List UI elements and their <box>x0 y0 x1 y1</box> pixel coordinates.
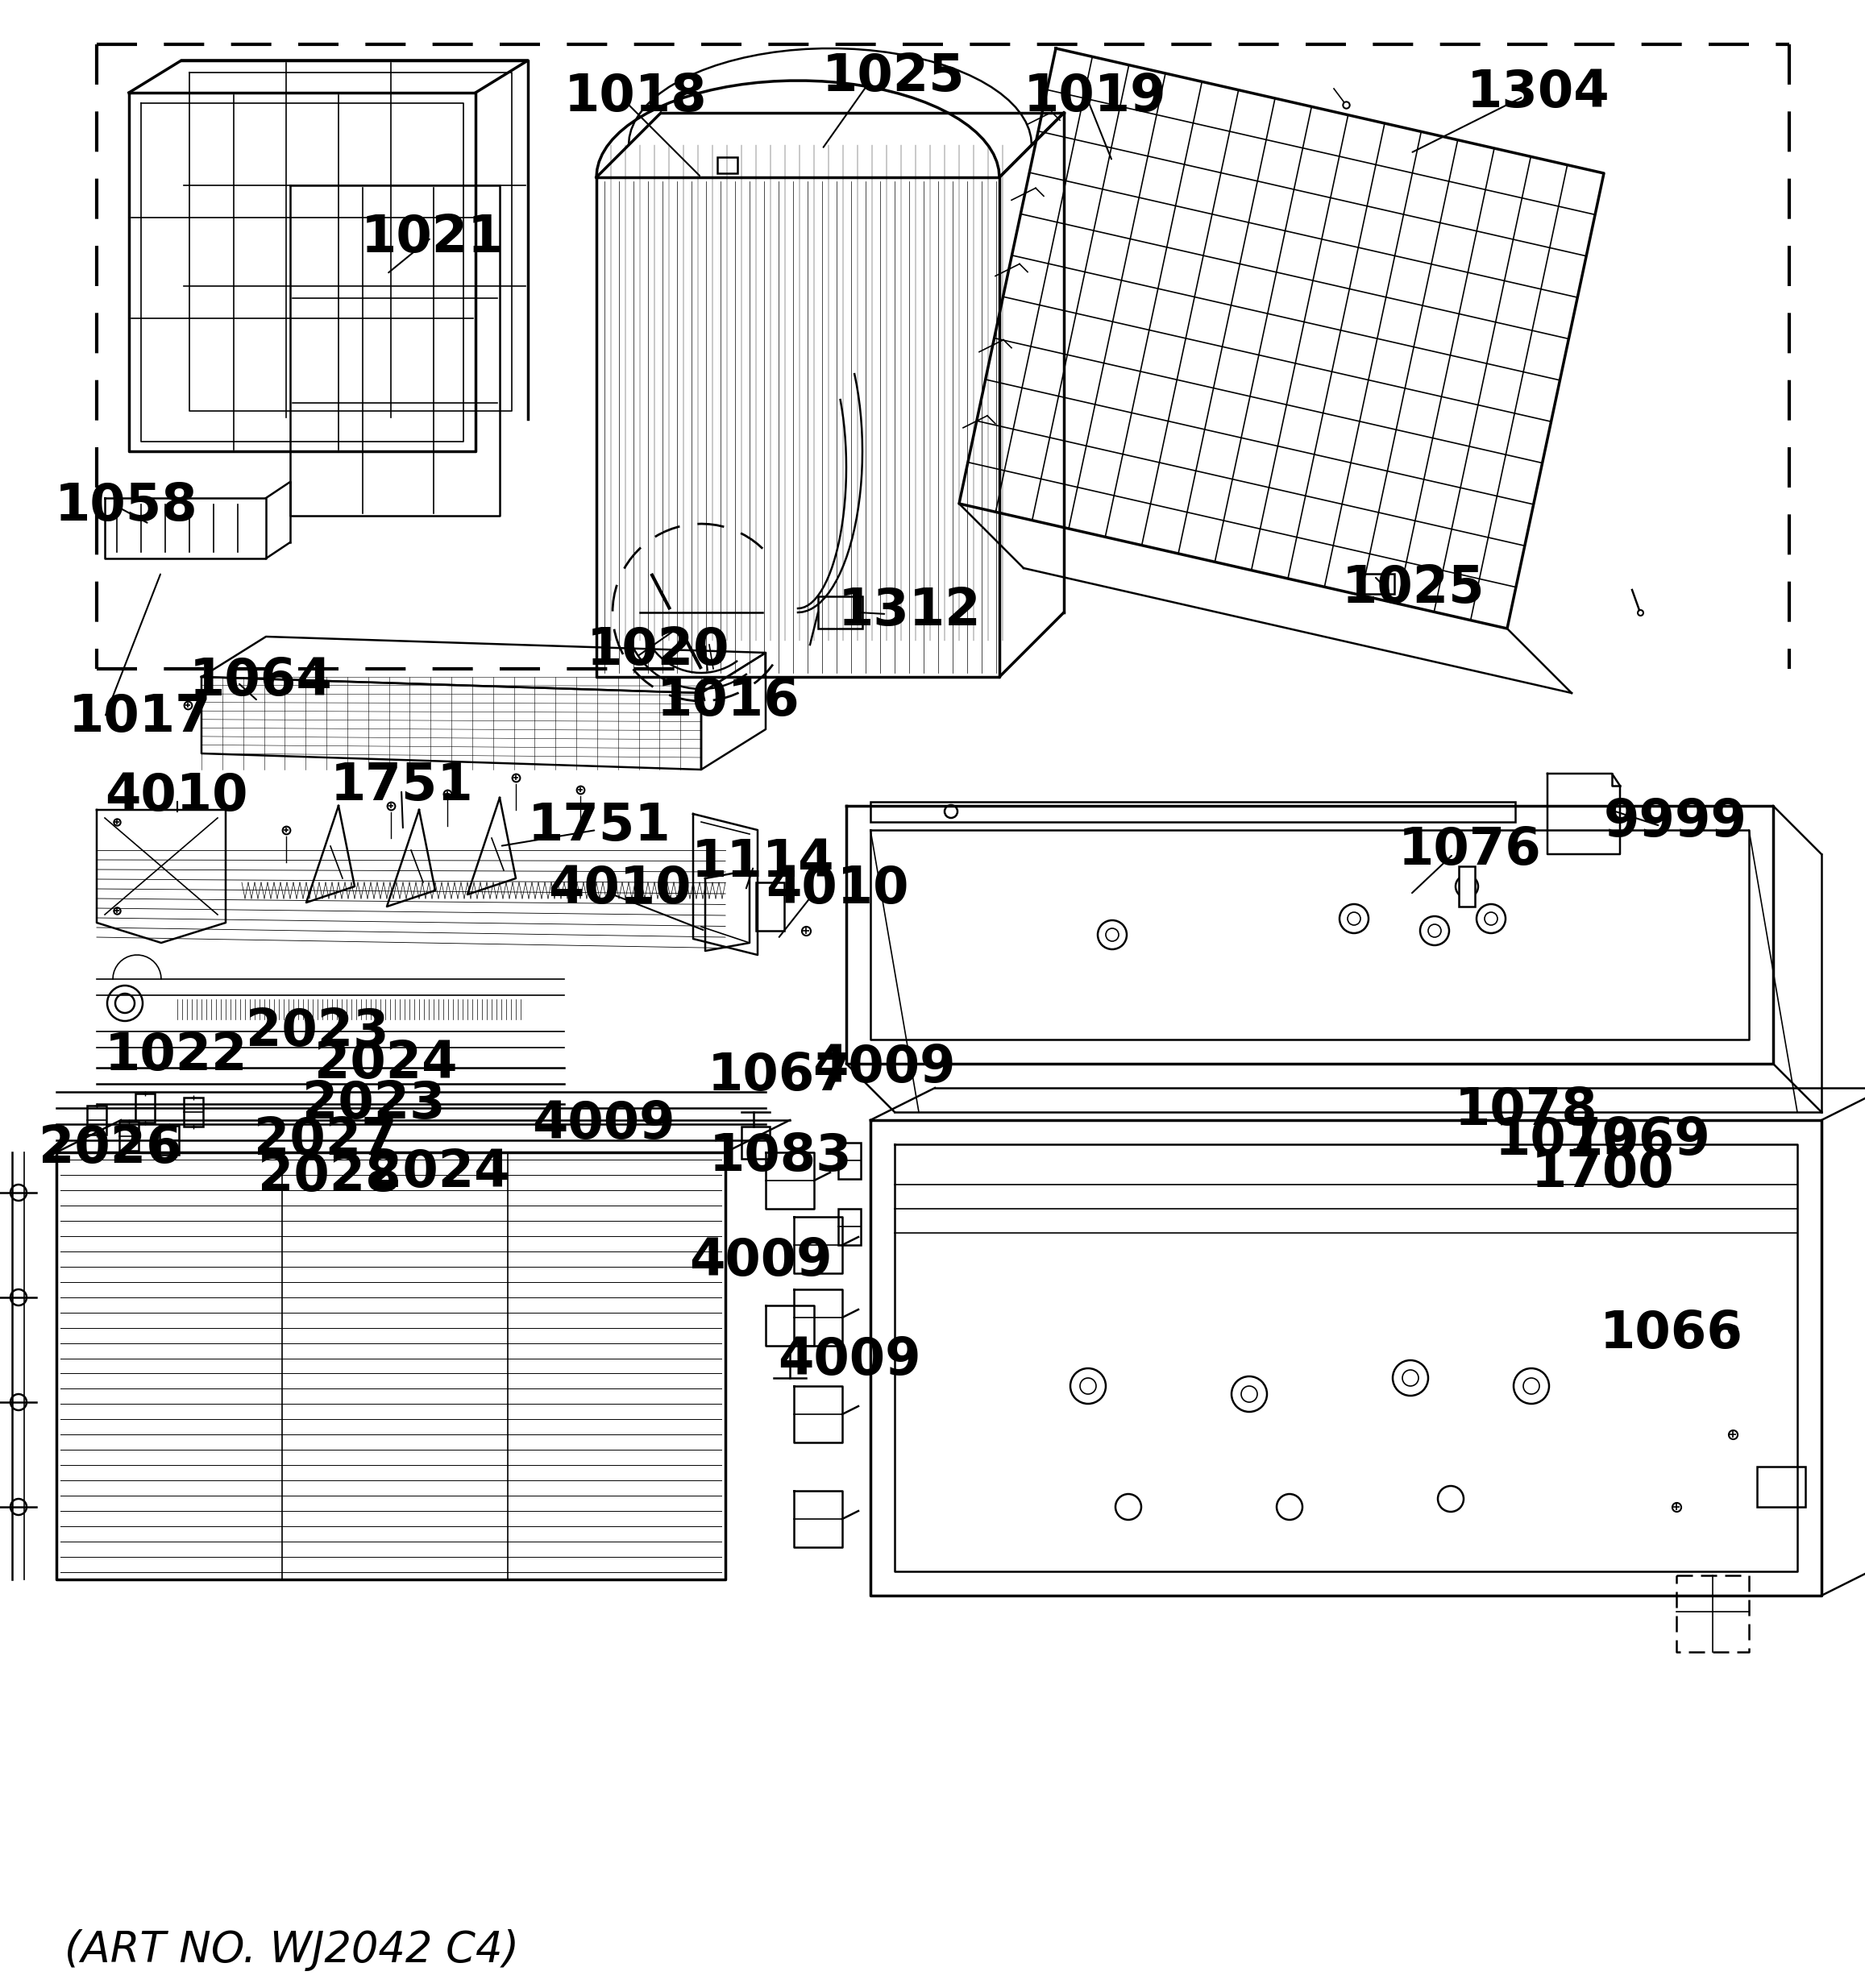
Text: 1020: 1020 <box>587 626 729 676</box>
Text: 1025: 1025 <box>1343 563 1485 612</box>
Text: 4009: 4009 <box>688 1237 832 1286</box>
Text: 1019: 1019 <box>1024 72 1167 121</box>
Text: 1021: 1021 <box>362 213 504 262</box>
Text: 2023: 2023 <box>302 1079 446 1129</box>
Text: 2023: 2023 <box>246 1006 390 1056</box>
Bar <box>819 596 862 628</box>
Text: 1751: 1751 <box>330 761 474 811</box>
Text: 2027: 2027 <box>254 1115 397 1165</box>
Text: 1025: 1025 <box>822 52 966 101</box>
Text: 1066: 1066 <box>1600 1308 1744 1358</box>
Bar <box>755 883 783 930</box>
Text: 1022: 1022 <box>104 1030 248 1081</box>
Text: 1069: 1069 <box>1568 1115 1710 1165</box>
Bar <box>718 157 737 173</box>
Bar <box>119 1121 138 1151</box>
Text: 1058: 1058 <box>54 481 198 531</box>
Text: 1076: 1076 <box>1399 825 1542 875</box>
Bar <box>1757 1467 1805 1507</box>
Bar <box>742 1127 770 1159</box>
Bar <box>160 1125 179 1155</box>
Text: 1067: 1067 <box>707 1052 850 1101</box>
Text: 1018: 1018 <box>565 72 707 121</box>
Text: 4009: 4009 <box>532 1099 675 1149</box>
Text: 1304: 1304 <box>1468 68 1609 117</box>
Bar <box>837 1209 862 1244</box>
Text: 1016: 1016 <box>656 676 800 726</box>
Text: 4010: 4010 <box>767 865 908 914</box>
Text: 1114: 1114 <box>692 837 834 887</box>
Text: 1064: 1064 <box>190 656 332 706</box>
Text: 2024: 2024 <box>367 1147 509 1197</box>
Text: 1751: 1751 <box>528 801 671 851</box>
Text: 1079: 1079 <box>1496 1115 1637 1165</box>
Text: 4009: 4009 <box>813 1044 955 1093</box>
Bar <box>837 1143 862 1179</box>
Text: (ART NO. WJ2042 C4): (ART NO. WJ2042 C4) <box>65 1928 518 1970</box>
Bar <box>185 1097 203 1127</box>
Bar <box>1458 867 1475 907</box>
Text: 2028: 2028 <box>257 1151 401 1201</box>
Bar <box>1361 575 1395 594</box>
Text: 4010: 4010 <box>104 771 248 821</box>
Text: 1312: 1312 <box>837 586 981 636</box>
Text: 9999: 9999 <box>1604 797 1748 847</box>
Text: 4010: 4010 <box>548 865 692 914</box>
Text: 2026: 2026 <box>39 1123 183 1173</box>
Text: 1083: 1083 <box>709 1131 852 1181</box>
Bar <box>88 1105 106 1135</box>
Text: 1078: 1078 <box>1455 1085 1598 1135</box>
Text: 1017: 1017 <box>69 692 211 742</box>
Bar <box>871 801 1514 821</box>
Bar <box>136 1093 155 1123</box>
Text: 4009: 4009 <box>778 1336 921 1386</box>
Text: 1700: 1700 <box>1531 1147 1675 1197</box>
Text: 2024: 2024 <box>315 1038 457 1089</box>
